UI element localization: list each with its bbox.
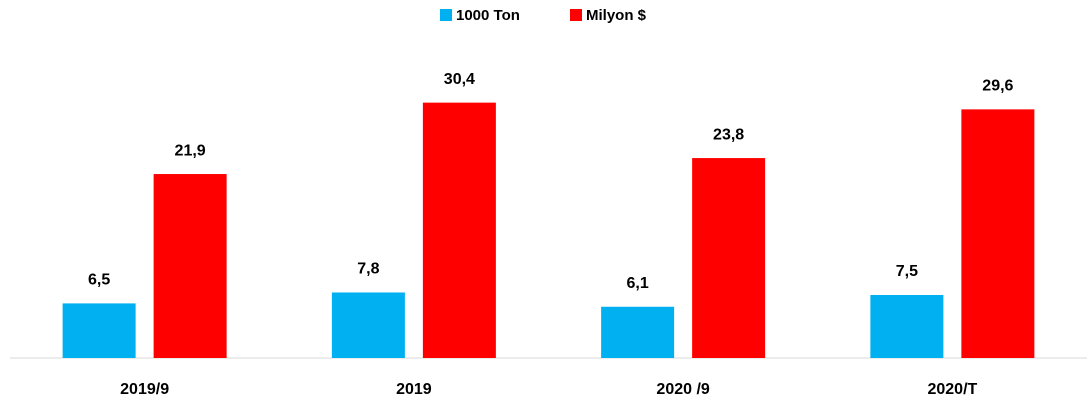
bar (601, 306, 675, 358)
bar (692, 158, 766, 358)
x-tick-label: 2020 /9 (656, 381, 709, 398)
value-label: 7,5 (896, 263, 918, 280)
bar (422, 102, 496, 358)
legend-label: 1000 Ton (456, 7, 520, 24)
value-label: 29,6 (982, 78, 1013, 95)
value-label: 30,4 (444, 71, 475, 88)
value-label: 23,8 (713, 126, 744, 143)
legend-swatch (570, 9, 582, 21)
bar (62, 303, 136, 358)
bar (961, 109, 1035, 358)
legend-label: Milyon $ (586, 7, 647, 24)
x-tick-label: 2020/T (927, 381, 977, 398)
bar (870, 295, 944, 358)
x-tick-label: 2019 (396, 381, 432, 398)
value-label: 21,9 (175, 142, 206, 159)
value-label: 6,5 (88, 272, 110, 289)
bar (331, 292, 405, 358)
value-label: 6,1 (627, 275, 649, 292)
bar (153, 174, 227, 358)
x-tick-label: 2019/9 (120, 381, 169, 398)
value-label: 7,8 (357, 261, 379, 278)
legend-swatch (440, 9, 452, 21)
